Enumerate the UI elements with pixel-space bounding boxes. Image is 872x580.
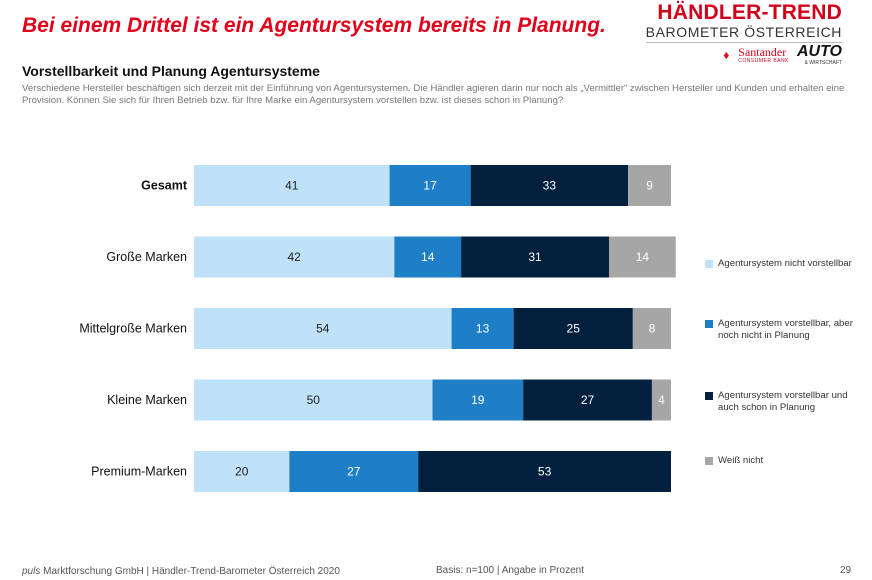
data-label: 9 [646, 179, 653, 193]
legend-item: Agentursystem nicht vorstellbar [705, 258, 855, 270]
stacked-bar-chart: Gesamt 41 17 33 9 Große Marken 42 14 31 14 Mittelg… [79, 165, 676, 492]
footer-company-text: Marktforschung GmbH | Händler-Trend-Baro… [40, 566, 340, 577]
data-label: 53 [538, 465, 552, 479]
partner-logos: ♦ Santander CONSUMER BANK AUTO & WIRTSCH… [723, 43, 842, 67]
footer-company-prefix: puls [22, 566, 41, 577]
category-label: Kleine Marken [107, 393, 187, 407]
data-label: 27 [347, 465, 361, 479]
bar-segment [194, 165, 390, 206]
data-label: 14 [421, 250, 435, 264]
legend-swatch [705, 392, 713, 400]
bar-segment [432, 379, 524, 421]
bar-segment [194, 379, 433, 421]
data-label: 41 [285, 179, 299, 193]
data-label: 20 [235, 465, 249, 479]
legend-item: Weiß nicht [705, 455, 855, 467]
data-label: 27 [581, 393, 595, 407]
category-label: Mittelgroße Marken [79, 322, 187, 336]
category-label: Gesamt [141, 179, 188, 193]
data-label: 33 [543, 179, 557, 193]
bar-segment [194, 236, 395, 278]
data-label: 13 [476, 322, 490, 336]
legend-swatch [705, 260, 713, 268]
bar-segment [451, 308, 514, 349]
data-label: 31 [528, 250, 542, 264]
legend-label: Agentursystem vorstellbar und auch schon… [718, 390, 848, 413]
footer-basis: Basis: n=100 | Angabe in Prozent [436, 565, 584, 576]
bar-segment [632, 308, 671, 349]
data-label: 14 [636, 250, 650, 264]
data-label: 19 [471, 393, 485, 407]
legend-swatch [705, 457, 713, 465]
data-label: 8 [649, 322, 656, 336]
bar-segment [289, 451, 419, 492]
legend-item: Agentursystem vorstellbar, aber noch nic… [705, 318, 855, 342]
data-label: 42 [287, 250, 301, 264]
bar-segment [628, 165, 671, 206]
brand-subtitle: BAROMETER ÖSTERREICH [645, 24, 842, 43]
chart-subheading: Vorstellbarkeit und Planung Agentursyste… [22, 63, 320, 79]
legend-label: Agentursystem nicht vorstellbar [718, 258, 852, 269]
legend-swatch [705, 320, 713, 328]
category-label: Große Marken [106, 250, 187, 264]
bar-segment [418, 451, 671, 492]
bar-segment [523, 379, 652, 421]
bar-segment [608, 236, 676, 278]
brand-title: HÄNDLER-TREND [657, 1, 842, 24]
bar-segment [513, 308, 633, 349]
legend-item: Agentursystem vorstellbar und auch schon… [705, 390, 855, 414]
santander-logo: ♦ Santander CONSUMER BANK [723, 46, 789, 64]
bar-segment [389, 165, 471, 206]
data-label: 17 [423, 179, 437, 193]
auto-sub: & WIRTSCHAFT [804, 60, 842, 66]
data-label: 25 [567, 322, 581, 336]
data-label: 54 [316, 322, 330, 336]
category-label: Premium-Marken [91, 465, 187, 479]
legend-label: Agentursystem vorstellbar, aber noch nic… [718, 318, 853, 341]
question-description: Verschiedene Hersteller beschäftigen sic… [22, 83, 845, 106]
flame-icon: ♦ [723, 48, 730, 62]
auto-name: AUTO [796, 43, 842, 60]
bar-segment [394, 236, 462, 278]
brand-logo: HÄNDLER-TREND BAROMETER ÖSTERREICH [645, 1, 842, 43]
page-number: 29 [840, 565, 852, 576]
santander-name: Santander [738, 45, 787, 59]
data-label: 50 [307, 393, 321, 407]
bar-segment [470, 165, 629, 206]
bar-segment [194, 451, 290, 492]
footer-company: puls Marktforschung GmbH | Händler-Trend… [22, 566, 340, 577]
bar-segment [651, 379, 671, 421]
auto-logo: AUTO & WIRTSCHAFT [796, 43, 842, 67]
headline: Bei einem Drittel ist ein Agentursystem … [22, 14, 606, 37]
santander-sub: CONSUMER BANK [738, 58, 789, 64]
data-label: 4 [658, 393, 665, 407]
bar-segment [194, 308, 452, 349]
legend-label: Weiß nicht [718, 455, 764, 466]
bar-segment [461, 236, 609, 278]
